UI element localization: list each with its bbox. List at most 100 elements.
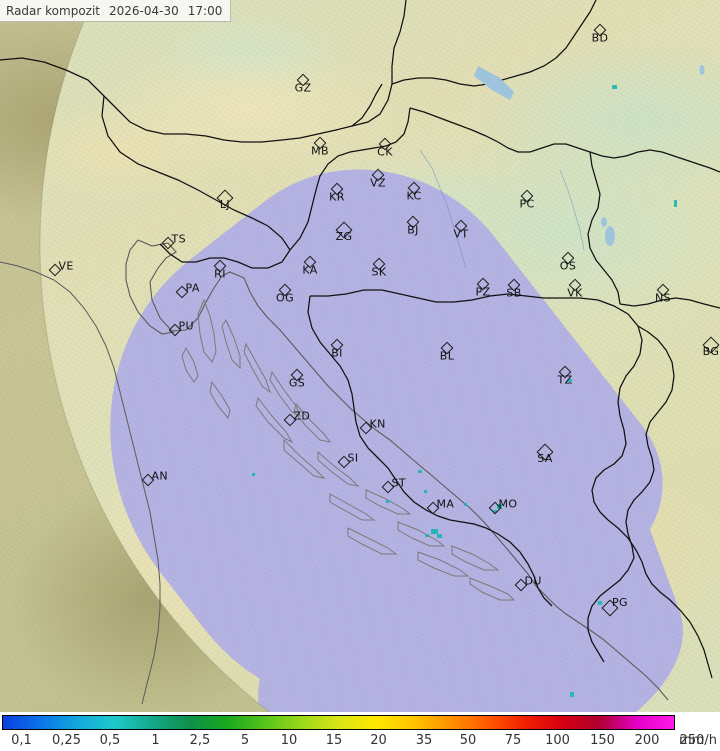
city-marker-vz: VZ bbox=[370, 168, 386, 189]
city-marker-ts: TS bbox=[161, 234, 186, 250]
city-diamond-icon bbox=[283, 413, 297, 427]
city-marker-sa: SA bbox=[536, 443, 554, 464]
city-label-vt: VT bbox=[453, 227, 469, 241]
radar-range-ring bbox=[39, 0, 271, 712]
city-marker-sk: SK bbox=[372, 257, 386, 278]
city-label-pz: PZ bbox=[475, 285, 491, 299]
city-label-pg: PG bbox=[612, 596, 628, 609]
city-label-gs: GS bbox=[288, 376, 306, 390]
city-diamond-icon bbox=[330, 182, 344, 196]
city-marker-pc: PC bbox=[519, 189, 534, 210]
legend-tick-4: 2,5 bbox=[189, 733, 211, 748]
city-label-sa: SA bbox=[537, 452, 553, 465]
city-diamond-icon bbox=[337, 455, 351, 469]
legend-tick-6: 10 bbox=[280, 733, 298, 748]
city-diamond-icon bbox=[568, 278, 582, 292]
city-marker-zg: ZG bbox=[335, 221, 353, 242]
city-marker-pg: PG bbox=[601, 597, 628, 617]
city-diamond-icon bbox=[426, 501, 440, 515]
legend-color-bar bbox=[2, 715, 675, 730]
city-label-bd: BD bbox=[591, 31, 609, 45]
city-label-lj: LJ bbox=[219, 198, 231, 211]
city-label-vz: VZ bbox=[370, 176, 386, 190]
city-marker-ma: MA bbox=[426, 499, 454, 515]
city-label-an: AN bbox=[151, 469, 169, 483]
city-label-pu: PU bbox=[178, 319, 194, 333]
city-label-bi: BI bbox=[331, 346, 343, 360]
city-label-pc: PC bbox=[519, 197, 535, 211]
city-label-zg: ZG bbox=[335, 230, 353, 243]
radar-map[interactable]: BD GZ MB CK VZ LJ KR KC PC ZG BJ VT TS RI KA SK OS VE PZ SB… bbox=[0, 0, 720, 712]
city-diamond-icon bbox=[372, 257, 386, 271]
national-borders bbox=[0, 0, 720, 679]
city-diamond-icon bbox=[213, 259, 227, 273]
city-label-bl: BL bbox=[439, 349, 455, 363]
city-label-ts: TS bbox=[171, 232, 187, 246]
italy-coastline bbox=[0, 261, 161, 705]
city-label-mo: MO bbox=[498, 497, 518, 511]
dalmatian-islands bbox=[181, 298, 516, 601]
city-diamond-icon bbox=[48, 263, 62, 277]
city-marker-pu: PU bbox=[168, 321, 194, 337]
title-bar: Radar kompozit 2026-04-30 17:00 bbox=[0, 0, 232, 22]
city-label-tz: TZ bbox=[557, 373, 573, 387]
city-diamond-icon bbox=[175, 285, 189, 299]
city-marker-ri: RI bbox=[213, 259, 227, 280]
city-marker-tz: TZ bbox=[557, 365, 572, 386]
city-label-ve: VE bbox=[58, 259, 74, 273]
lakes bbox=[474, 65, 705, 246]
city-diamond-icon bbox=[290, 368, 304, 382]
city-marker-sb: SB bbox=[506, 278, 521, 299]
city-label-ck: CK bbox=[377, 145, 393, 159]
adriatic-coastline bbox=[137, 239, 669, 701]
city-diamond-icon bbox=[406, 215, 420, 229]
radar-coverage-disc bbox=[40, 0, 720, 712]
legend-tick-0: 0,1 bbox=[11, 733, 32, 748]
city-diamond-icon bbox=[378, 137, 392, 151]
city-label-bg: BG bbox=[702, 345, 720, 358]
city-diamond-icon bbox=[454, 219, 468, 233]
city-marker-zd: ZD bbox=[283, 411, 310, 427]
legend-tick-2: 0,5 bbox=[99, 733, 121, 748]
city-marker-bl: BL bbox=[440, 341, 454, 362]
city-label-si: SI bbox=[347, 451, 359, 465]
city-diamond-icon bbox=[702, 336, 720, 354]
city-marker-ka: KA bbox=[302, 255, 317, 276]
city-marker-bd: BD bbox=[592, 23, 608, 44]
city-label-kr: KR bbox=[329, 190, 345, 204]
city-diamond-icon bbox=[520, 189, 534, 203]
city-diamond-icon bbox=[558, 365, 572, 379]
radar-echo-cells bbox=[252, 85, 677, 697]
legend-tick-15: 250 bbox=[679, 733, 705, 748]
city-label-ka: KA bbox=[302, 263, 318, 277]
city-label-kc: KC bbox=[406, 189, 422, 203]
city-diamond-icon bbox=[507, 278, 521, 292]
city-diamond-icon bbox=[335, 221, 353, 239]
city-label-st: ST bbox=[391, 476, 407, 490]
city-label-os: OS bbox=[559, 259, 577, 273]
city-diamond-icon bbox=[313, 136, 327, 150]
city-diamond-icon bbox=[561, 251, 575, 265]
legend-tick-12: 100 bbox=[545, 733, 570, 748]
city-marker-bi: BI bbox=[330, 338, 344, 359]
city-diamond-icon bbox=[278, 283, 292, 297]
city-diamond-icon bbox=[216, 189, 234, 207]
city-label-kn: KN bbox=[369, 417, 386, 431]
city-label-ri: RI bbox=[214, 267, 226, 281]
city-label-pa: PA bbox=[185, 281, 200, 295]
city-marker-pz: PZ bbox=[476, 277, 490, 298]
city-marker-kr: KR bbox=[329, 182, 344, 203]
city-marker-og: OG bbox=[276, 283, 294, 304]
legend-tick-1: 0,25 bbox=[52, 733, 81, 748]
legend-tick-5: 5 bbox=[240, 733, 250, 748]
city-marker-bj: BJ bbox=[406, 215, 420, 236]
map-vector-overlay bbox=[0, 0, 720, 712]
city-marker-st: ST bbox=[381, 478, 406, 494]
city-diamond-icon bbox=[303, 255, 317, 269]
city-marker-lj: LJ bbox=[216, 189, 234, 210]
city-diamond-icon bbox=[476, 277, 490, 291]
city-marker-an: AN bbox=[141, 471, 168, 487]
city-diamond-icon bbox=[381, 480, 395, 494]
legend-tick-9: 35 bbox=[415, 733, 433, 748]
